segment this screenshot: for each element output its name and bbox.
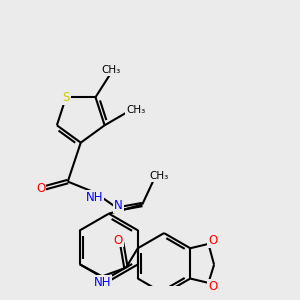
Text: O: O bbox=[208, 234, 218, 247]
Text: CH₃: CH₃ bbox=[101, 65, 120, 75]
Text: N: N bbox=[114, 199, 123, 212]
Text: S: S bbox=[62, 91, 70, 104]
Text: CH₃: CH₃ bbox=[149, 171, 168, 181]
Text: CH₃: CH₃ bbox=[126, 105, 146, 115]
Text: O: O bbox=[113, 233, 123, 247]
Text: NH: NH bbox=[93, 276, 111, 289]
Text: O: O bbox=[36, 182, 45, 195]
Text: O: O bbox=[208, 280, 218, 293]
Text: NH: NH bbox=[86, 191, 104, 204]
